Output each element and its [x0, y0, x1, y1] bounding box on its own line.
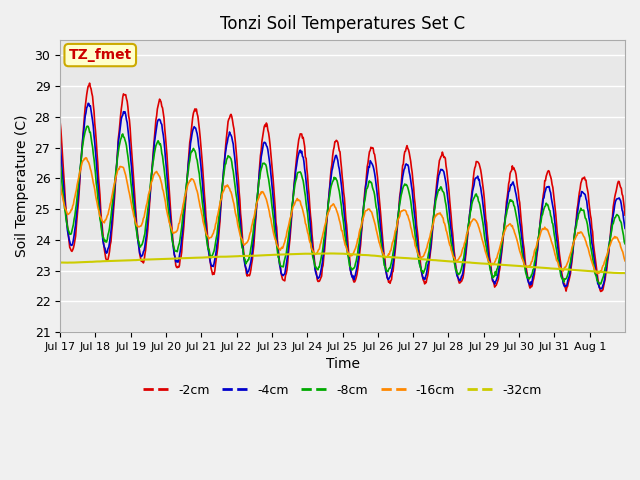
-2cm [56, 120, 64, 125]
-8cm [276, 263, 284, 268]
-4cm [433, 182, 441, 188]
-8cm [56, 160, 64, 166]
-16cm [402, 207, 410, 213]
-2cm [276, 264, 284, 269]
-8cm [124, 149, 131, 155]
-16cm [56, 182, 64, 188]
-4cm [621, 226, 629, 231]
-2cm [124, 98, 131, 104]
-16cm [621, 258, 629, 264]
-2cm [621, 212, 629, 218]
-16cm [594, 271, 602, 276]
X-axis label: Time: Time [326, 357, 360, 371]
-32cm [56, 260, 64, 265]
Legend: -2cm, -4cm, -8cm, -16cm, -32cm: -2cm, -4cm, -8cm, -16cm, -32cm [138, 379, 547, 402]
Text: TZ_fmet: TZ_fmet [68, 48, 132, 62]
-16cm [227, 189, 235, 195]
-32cm [123, 257, 131, 263]
-2cm [402, 148, 410, 154]
-4cm [124, 120, 131, 125]
-2cm [597, 288, 605, 294]
Line: -32cm: -32cm [60, 253, 625, 273]
-32cm [433, 258, 441, 264]
-2cm [227, 111, 235, 117]
-32cm [255, 252, 262, 258]
-8cm [84, 123, 92, 129]
-8cm [402, 182, 410, 188]
-16cm [276, 247, 284, 253]
-4cm [255, 175, 263, 180]
-8cm [227, 156, 235, 162]
-2cm [433, 176, 441, 181]
-32cm [402, 255, 410, 261]
-16cm [255, 194, 263, 200]
Line: -16cm: -16cm [60, 158, 625, 274]
-8cm [433, 192, 441, 197]
-32cm [329, 251, 337, 256]
-8cm [621, 241, 629, 247]
-2cm [86, 80, 93, 86]
-4cm [84, 100, 92, 106]
-32cm [227, 254, 234, 260]
-2cm [255, 172, 263, 178]
-4cm [276, 265, 284, 271]
-4cm [227, 132, 235, 138]
Line: -8cm: -8cm [60, 126, 625, 284]
Line: -2cm: -2cm [60, 83, 625, 291]
-4cm [402, 162, 410, 168]
Y-axis label: Soil Temperature (C): Soil Temperature (C) [15, 115, 29, 257]
Line: -4cm: -4cm [60, 103, 625, 289]
-8cm [255, 177, 263, 183]
-4cm [56, 139, 64, 144]
-16cm [124, 180, 131, 185]
-8cm [597, 281, 605, 287]
-16cm [433, 211, 441, 217]
-32cm [276, 252, 284, 257]
-32cm [621, 270, 629, 276]
Title: Tonzi Soil Temperatures Set C: Tonzi Soil Temperatures Set C [220, 15, 465, 33]
-16cm [82, 155, 90, 161]
-4cm [598, 286, 605, 292]
